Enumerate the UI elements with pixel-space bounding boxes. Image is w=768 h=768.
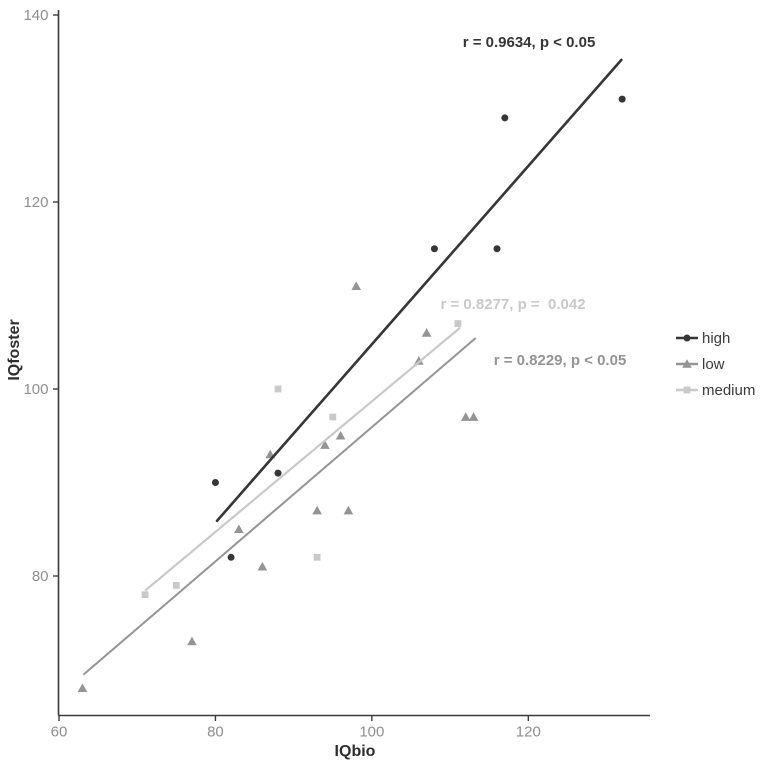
- point-medium: [313, 553, 321, 561]
- x-tick-label: 60: [51, 724, 68, 741]
- point-high: [430, 245, 438, 253]
- point-medium: [172, 581, 180, 589]
- point-high: [501, 114, 509, 122]
- point-high: [493, 245, 501, 253]
- point-low: [187, 636, 197, 646]
- annotations: r = 0.9634, p < 0.05 r = 0.8229, p < 0.05…: [440, 34, 626, 369]
- point-high: [618, 95, 626, 103]
- point-medium: [329, 413, 337, 421]
- legend-key-square-icon: [683, 386, 691, 394]
- point-medium: [454, 320, 462, 327]
- point-low: [257, 561, 268, 571]
- point-low: [234, 524, 244, 534]
- legend-item-high: high: [676, 330, 730, 347]
- point-high: [274, 469, 282, 477]
- x-tick-label: 120: [516, 724, 541, 741]
- y-axis-title: IQfoster: [6, 319, 23, 380]
- regression-line-high: [215, 58, 623, 523]
- x-tick-label: 80: [207, 724, 224, 741]
- x-tick-label: 100: [359, 724, 384, 741]
- point-medium: [141, 591, 149, 599]
- points-layer: [77, 95, 626, 692]
- correlation-label-low: r = 0.8229, p < 0.05: [494, 352, 627, 369]
- legend-label-medium: medium: [702, 382, 755, 399]
- legend-key-triangle-icon: [682, 359, 692, 368]
- point-low: [351, 281, 362, 290]
- point-medium: [274, 385, 282, 393]
- legend-label-high: high: [702, 330, 730, 347]
- point-low: [413, 356, 424, 365]
- correlation-label-high: r = 0.9634, p < 0.05: [463, 34, 596, 51]
- legend-label-low: low: [702, 356, 725, 373]
- point-high: [211, 479, 219, 486]
- point-low: [77, 683, 88, 692]
- point-low: [343, 505, 354, 515]
- point-high: [227, 553, 235, 561]
- regression-layer: [83, 58, 623, 676]
- point-low: [421, 328, 432, 337]
- legend-key-circle-icon: [683, 334, 691, 342]
- axes: 60 80 100 120 80 100 120 140 IQbio IQfoster: [6, 7, 650, 760]
- point-low: [312, 505, 322, 515]
- regression-line-low: [83, 337, 477, 676]
- y-tick-label: 140: [23, 7, 48, 24]
- regression-line-medium: [144, 327, 461, 592]
- y-tick-label: 100: [23, 381, 48, 398]
- legend: high low medium: [676, 330, 755, 399]
- point-low: [320, 440, 330, 449]
- y-tick-label: 80: [32, 568, 49, 585]
- legend-item-medium: medium: [676, 382, 755, 399]
- point-low: [460, 412, 471, 421]
- y-tick-label: 120: [23, 194, 48, 211]
- x-axis-title: IQbio: [335, 743, 376, 760]
- legend-item-low: low: [676, 356, 725, 373]
- correlation-label-medium: r = 0.8277, p = 0.042: [440, 296, 585, 313]
- point-low: [335, 430, 346, 440]
- point-low: [468, 412, 479, 421]
